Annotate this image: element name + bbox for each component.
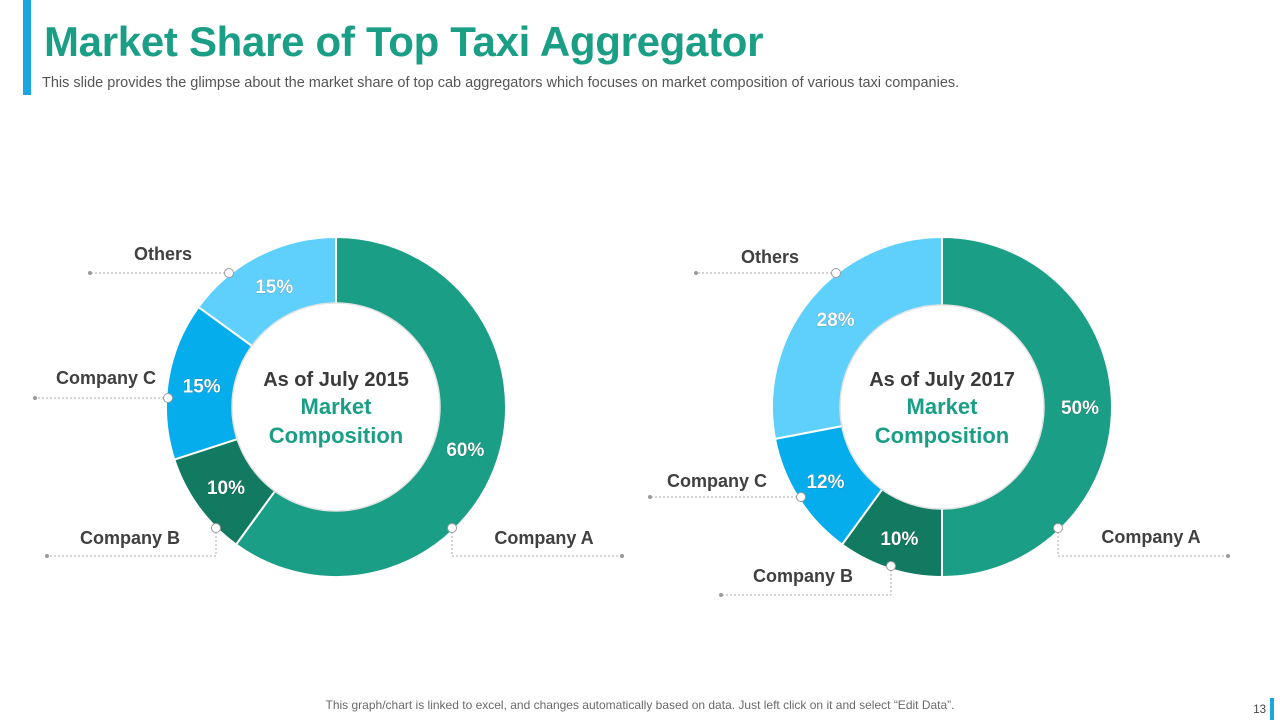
- donut-chart-1: 60% 10% 15% 15% Company A Company B Company C O…: [33, 235, 624, 578]
- leader-line-company-a: [1057, 528, 1228, 557]
- leader-dot-others: [224, 268, 234, 278]
- donut-center-disc: [231, 302, 441, 512]
- footer-note: This graph/chart is linked to excel, and…: [325, 698, 955, 712]
- leader-end-others: [694, 271, 698, 275]
- value-label-company-c: 15%: [183, 377, 221, 398]
- donut-chart-2: 50% 10% 12% 28% Company A Company B Company C O…: [648, 235, 1230, 597]
- center-label-line2: Market: [907, 394, 979, 419]
- value-label-company-c: 12%: [806, 472, 844, 493]
- leader-end-company-c: [33, 396, 37, 400]
- leader-dot-company-b: [886, 561, 896, 571]
- title-accent-bar: [23, 0, 31, 95]
- leader-end-company-c: [648, 495, 652, 499]
- legend-label-others: Others: [741, 247, 799, 267]
- value-label-company-b: 10%: [207, 478, 245, 499]
- leader-end-company-b: [45, 554, 49, 558]
- leader-line-company-b: [47, 528, 217, 557]
- legend-label-company-c: Company C: [667, 471, 767, 491]
- leader-end-company-b: [719, 593, 723, 597]
- leader-dot-others: [831, 268, 841, 278]
- page-number: 13: [1253, 704, 1266, 716]
- value-label-company-a: 60%: [446, 440, 484, 461]
- value-label-company-b: 10%: [880, 529, 918, 550]
- slide-subtitle: This slide provides the glimpse about th…: [42, 75, 960, 91]
- leader-dot-company-b: [211, 523, 221, 533]
- center-label-line3: Composition: [269, 423, 403, 448]
- value-label-company-a: 50%: [1061, 398, 1099, 419]
- leader-end-company-a: [1226, 554, 1230, 558]
- center-label-line3: Composition: [875, 423, 1009, 448]
- legend-label-company-a: Company A: [494, 528, 593, 548]
- leader-dot-company-c: [796, 492, 806, 502]
- leader-dot-company-a: [447, 523, 457, 533]
- slide-title: Market Share of Top Taxi Aggregator: [44, 18, 764, 65]
- leader-dot-company-a: [1053, 523, 1063, 533]
- center-label-date: As of July 2017: [869, 369, 1015, 391]
- legend-label-others: Others: [134, 244, 192, 264]
- center-label-line2: Market: [301, 394, 373, 419]
- center-label-date: As of July 2015: [263, 369, 409, 391]
- leader-line-company-a: [451, 528, 622, 557]
- value-label-others: 28%: [817, 310, 855, 331]
- leader-end-company-a: [620, 554, 624, 558]
- donut-center-disc: [839, 304, 1045, 510]
- page-number-accent: [1270, 698, 1274, 720]
- leader-line-company-b: [721, 566, 892, 596]
- legend-label-company-c: Company C: [56, 368, 156, 388]
- leader-end-others: [88, 271, 92, 275]
- legend-label-company-a: Company A: [1101, 527, 1200, 547]
- value-label-others: 15%: [255, 277, 293, 298]
- leader-dot-company-c: [163, 393, 173, 403]
- legend-label-company-b: Company B: [753, 566, 853, 586]
- legend-label-company-b: Company B: [80, 528, 180, 548]
